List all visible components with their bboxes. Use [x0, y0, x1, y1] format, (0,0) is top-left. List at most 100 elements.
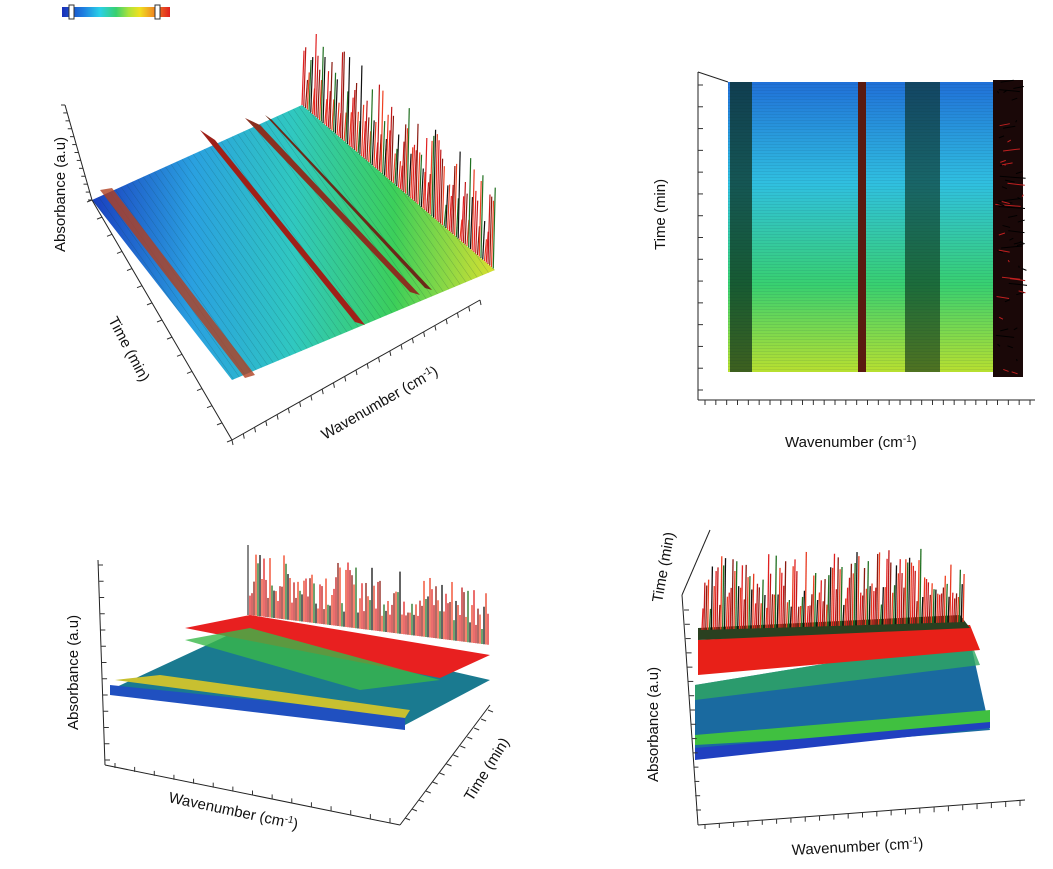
noise-top — [1017, 219, 1025, 223]
spike-front — [815, 599, 819, 627]
tick-front-oblique-y — [446, 763, 452, 767]
tick-oblique-y — [146, 302, 153, 306]
noise-top — [995, 334, 1015, 338]
spike-oblique — [490, 200, 495, 268]
spike-front — [883, 587, 886, 625]
spike-front — [827, 575, 830, 627]
spike-front — [804, 551, 807, 627]
spike-oblique — [420, 168, 424, 208]
spike-oblique — [385, 114, 389, 178]
spike-front — [774, 555, 777, 628]
noise-top — [1009, 237, 1014, 241]
tick-oblique-x — [254, 427, 257, 433]
spike-oblique — [327, 91, 331, 128]
noise-top — [1009, 278, 1026, 282]
tick-oblique-y — [216, 422, 223, 426]
spike-front — [746, 577, 749, 629]
spike-front — [906, 562, 909, 624]
spikes-front — [701, 548, 965, 631]
spike-front — [941, 587, 945, 623]
spike-oblique — [340, 52, 344, 139]
spike-front — [938, 594, 941, 623]
spike-front — [795, 571, 798, 628]
noise-top — [996, 296, 1010, 300]
spike-oblique — [313, 33, 317, 116]
spike-oblique — [436, 140, 440, 221]
spike-oblique — [304, 79, 309, 109]
noise-top — [1013, 241, 1023, 245]
xlabel-front: Wavenumber (cm-1) — [791, 835, 923, 859]
spike-oblique — [492, 187, 496, 269]
spike-front — [733, 571, 736, 630]
spike-oblique — [350, 97, 354, 148]
spike-oblique — [371, 120, 375, 166]
spike-oblique — [408, 153, 412, 197]
tick-oblique-y — [186, 370, 193, 374]
noise-top — [1016, 358, 1018, 362]
spike-front — [870, 583, 873, 625]
surface-front-red — [698, 625, 980, 675]
spike-oblique — [471, 169, 475, 251]
spike-front — [825, 604, 828, 627]
spike-oblique — [320, 46, 324, 122]
noise-top — [1007, 259, 1010, 263]
tick-oblique-x — [265, 420, 268, 427]
noise-top — [1016, 243, 1025, 247]
colorbar — [60, 3, 175, 26]
spike-front — [851, 573, 854, 626]
spike-oblique — [468, 158, 472, 248]
spike-oblique — [303, 47, 307, 107]
tick-front-oblique-y — [432, 781, 438, 785]
colorbar-handle-left[interactable] — [68, 4, 75, 20]
spike-oblique — [352, 89, 356, 149]
tick-oblique-y — [136, 285, 143, 289]
spike-front — [928, 594, 931, 624]
spike-front — [812, 575, 815, 627]
surface-top-lines — [728, 82, 1023, 372]
noise-top — [1002, 224, 1011, 228]
tick-front-oblique-y — [411, 808, 418, 812]
spike-front — [866, 561, 869, 625]
tick-oblique-x — [378, 357, 381, 363]
noise-top — [1001, 200, 1010, 204]
spike-front — [859, 592, 862, 626]
surface-front-oblique-front — [110, 685, 405, 730]
noise-top — [998, 232, 1006, 236]
spike-front — [808, 605, 811, 627]
plot-top: Time (min) Wavenumber (cm-1) — [652, 71, 1035, 451]
noise-top — [1016, 292, 1024, 296]
spike-front — [765, 607, 768, 629]
noise-top — [999, 175, 1026, 179]
spike-oblique — [489, 196, 493, 266]
spike-oblique — [368, 131, 372, 163]
spike-oblique — [399, 165, 403, 190]
spike-front — [960, 584, 963, 623]
noise-top — [1003, 198, 1020, 202]
spike-front — [896, 573, 900, 625]
xlabel-front-oblique: Wavenumber (cm-1) — [167, 789, 299, 833]
spike-front — [802, 590, 806, 627]
spike-oblique — [438, 149, 442, 223]
colorbar-handle-right[interactable] — [154, 4, 161, 20]
spike-front — [855, 552, 858, 626]
spike-front — [932, 589, 935, 623]
spike-front — [926, 582, 930, 624]
noise-top — [1001, 276, 1021, 280]
spike-front — [885, 558, 888, 625]
ridge-oblique-4 — [100, 188, 255, 378]
spike-oblique — [347, 57, 351, 145]
spike-front — [701, 608, 704, 631]
spike-oblique — [443, 204, 447, 227]
spike-front — [725, 596, 729, 630]
spike-front — [832, 553, 836, 627]
spike-front — [763, 594, 766, 629]
spike-oblique — [390, 115, 395, 182]
spike-front — [876, 553, 879, 625]
noise-top — [999, 123, 1010, 127]
spike-oblique — [452, 165, 456, 235]
spike-oblique — [476, 226, 481, 256]
band-top-3 — [905, 82, 940, 372]
spike-oblique — [429, 140, 433, 215]
tick-oblique-y — [176, 353, 183, 357]
spike-front — [789, 606, 792, 628]
